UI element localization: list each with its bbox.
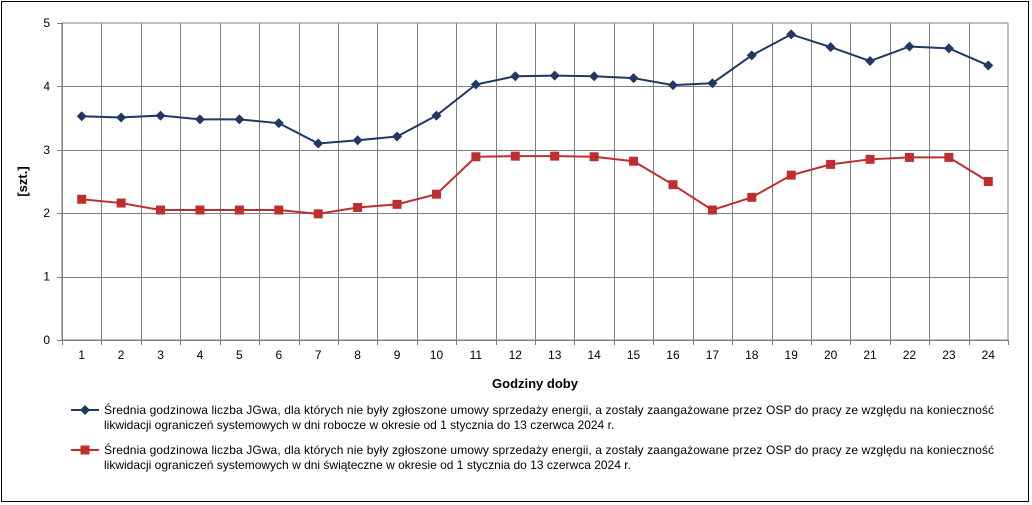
y-tick-label: 2 — [43, 206, 50, 220]
data-point — [313, 209, 323, 219]
series-1 — [76, 29, 994, 149]
legend-entry-1: Średnia godzinowa liczba JGwa, dla który… — [71, 402, 994, 432]
x-tick-label: 17 — [706, 348, 720, 362]
data-point — [76, 111, 87, 122]
legend-label: Średnia godzinowa liczba JGwa, dla który… — [104, 402, 994, 417]
data-point — [313, 138, 324, 149]
data-point — [194, 114, 205, 125]
x-tick-label: 15 — [627, 348, 641, 362]
series-layer — [76, 29, 994, 219]
data-point — [431, 189, 441, 199]
data-point — [549, 70, 560, 81]
x-tick-label: 8 — [354, 348, 361, 362]
data-point — [943, 43, 954, 54]
x-axis-label: Godziny doby — [492, 376, 579, 391]
series-2 — [77, 151, 993, 219]
data-point — [746, 50, 757, 61]
data-point — [234, 114, 245, 125]
y-tick-label: 5 — [43, 16, 50, 30]
y-tick-label: 4 — [43, 79, 50, 93]
x-tick-label: 18 — [745, 348, 759, 362]
data-point — [274, 205, 284, 215]
data-point — [944, 152, 954, 162]
data-point — [865, 56, 876, 67]
x-axis-ticks: 1 2 3 4 5 6 7 8 9 10 11 12 13 14 15 16 17 18 19 20 21 22 23 24 — [62, 340, 1009, 362]
data-point — [707, 205, 717, 215]
legend: Średnia godzinowa liczba JGwa, dla który… — [71, 402, 994, 472]
data-point — [510, 71, 521, 82]
x-tick-label: 14 — [587, 348, 601, 362]
x-tick-label: 22 — [903, 348, 917, 362]
x-tick-label: 16 — [666, 348, 680, 362]
data-point — [510, 151, 520, 161]
series-line — [81, 155, 989, 215]
data-point — [826, 159, 836, 169]
data-point — [825, 42, 836, 53]
y-tick-label: 0 — [43, 333, 50, 347]
x-tick-label: 19 — [785, 348, 799, 362]
data-point — [116, 112, 127, 123]
x-tick-label: 5 — [236, 348, 243, 362]
x-tick-label: 9 — [394, 348, 401, 362]
y-axis-ticks: 0 1 2 3 4 5 — [43, 16, 62, 347]
gridlines — [62, 23, 1008, 341]
legend-marker — [80, 405, 90, 415]
data-point — [589, 152, 599, 162]
legend-label: likwidacji ograniczeń systemowych w dni … — [104, 418, 614, 432]
series-line — [81, 33, 989, 145]
legend-label: Średnia godzinowa liczba JGwa, dla który… — [104, 442, 994, 457]
data-point — [550, 151, 560, 161]
data-point — [116, 198, 126, 208]
data-point — [668, 180, 678, 190]
data-point — [904, 41, 915, 52]
x-tick-label: 12 — [509, 348, 523, 362]
data-point — [983, 177, 993, 186]
data-point — [77, 194, 87, 204]
data-point — [156, 205, 166, 215]
x-tick-label: 11 — [470, 348, 483, 362]
data-point — [431, 110, 442, 121]
x-tick-label: 6 — [275, 348, 282, 362]
data-point — [195, 205, 205, 215]
x-tick-label: 10 — [430, 348, 444, 362]
y-tick-label: 1 — [43, 270, 50, 284]
data-point — [983, 60, 994, 71]
x-tick-label: 2 — [118, 348, 125, 362]
x-tick-label: 1 — [78, 348, 85, 362]
x-tick-label: 23 — [942, 348, 956, 362]
y-axis-label: [szt.] — [15, 166, 30, 196]
data-point — [273, 118, 284, 129]
data-point — [865, 154, 875, 164]
x-tick-label: 13 — [548, 348, 562, 362]
data-point — [629, 156, 639, 166]
data-point — [786, 170, 796, 180]
data-point — [904, 152, 914, 162]
legend-marker — [80, 445, 90, 455]
data-point — [589, 71, 600, 82]
data-point — [786, 29, 797, 40]
data-point — [471, 152, 481, 162]
data-point — [470, 79, 481, 90]
data-point — [392, 131, 403, 142]
x-tick-label: 3 — [157, 348, 164, 362]
data-point — [353, 202, 363, 212]
data-point — [234, 205, 244, 215]
data-point — [747, 192, 757, 202]
x-tick-label: 20 — [824, 348, 838, 362]
legend-label: likwidacji ograniczeń systemowych w dni … — [104, 458, 631, 472]
legend-entry-2: Średnia godzinowa liczba JGwa, dla który… — [71, 442, 994, 472]
data-point — [667, 80, 678, 91]
data-point — [155, 110, 166, 121]
data-point — [352, 135, 363, 146]
y-tick-label: 3 — [43, 143, 50, 157]
x-tick-label: 4 — [197, 348, 204, 362]
data-point — [707, 78, 718, 89]
data-point — [392, 199, 402, 209]
data-point — [628, 73, 639, 84]
x-tick-label: 7 — [315, 348, 322, 362]
x-tick-label: 21 — [863, 348, 877, 362]
x-tick-label: 24 — [982, 348, 996, 362]
